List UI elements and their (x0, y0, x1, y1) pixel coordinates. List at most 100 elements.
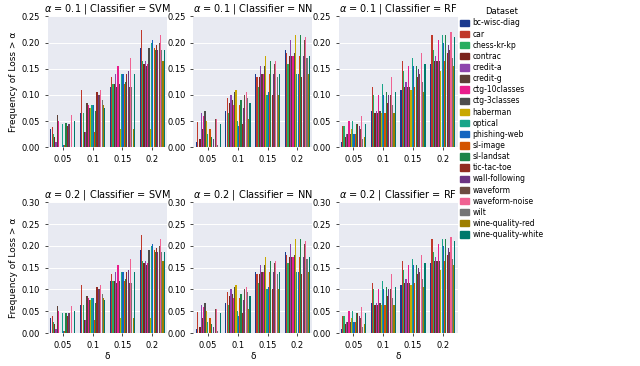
Bar (160, 239, 161, 333)
Bar (382, 85, 383, 147)
Bar (259, 76, 260, 147)
Bar (262, 74, 264, 147)
Bar (161, 51, 163, 147)
Bar (348, 121, 349, 147)
Bar (80, 113, 81, 147)
Bar (130, 58, 131, 147)
Bar (443, 42, 444, 147)
Bar (97, 92, 98, 147)
Bar (265, 257, 266, 333)
Bar (392, 298, 393, 333)
Bar (344, 137, 346, 147)
Bar (104, 300, 105, 333)
X-axis label: δ: δ (396, 352, 401, 362)
Bar (55, 329, 56, 333)
Bar (371, 303, 372, 333)
Bar (443, 246, 444, 333)
Bar (74, 311, 76, 333)
Bar (440, 270, 442, 333)
Bar (298, 74, 299, 147)
X-axis label: δ: δ (250, 352, 255, 362)
Bar (364, 324, 365, 333)
Bar (100, 90, 102, 147)
Bar (303, 56, 304, 147)
Bar (386, 92, 387, 147)
Bar (148, 48, 150, 147)
Bar (126, 272, 127, 333)
Bar (227, 292, 228, 333)
Bar (434, 61, 435, 147)
Bar (238, 315, 239, 333)
Bar (81, 90, 83, 147)
Bar (364, 137, 365, 147)
Bar (347, 322, 348, 333)
Bar (413, 265, 414, 333)
Bar (118, 281, 120, 333)
Bar (232, 294, 233, 333)
Bar (385, 113, 386, 147)
Bar (68, 313, 69, 333)
Bar (98, 95, 99, 147)
Bar (439, 261, 440, 333)
Bar (365, 313, 366, 333)
Bar (154, 250, 155, 333)
Bar (444, 61, 445, 147)
Bar (434, 261, 435, 333)
Bar (381, 305, 382, 333)
Bar (54, 137, 55, 147)
Bar (417, 76, 418, 147)
Bar (217, 331, 218, 333)
Bar (74, 121, 76, 147)
Bar (269, 272, 270, 333)
Bar (376, 111, 377, 147)
Bar (117, 265, 118, 333)
Bar (377, 113, 378, 147)
Bar (298, 272, 299, 333)
Bar (388, 290, 390, 333)
Bar (422, 82, 423, 147)
Bar (386, 287, 387, 333)
Bar (289, 56, 290, 147)
Bar (402, 61, 403, 147)
Bar (395, 287, 396, 333)
Bar (214, 309, 216, 333)
Bar (65, 123, 67, 147)
Bar (285, 51, 286, 147)
Bar (70, 306, 72, 333)
Bar (353, 134, 355, 147)
Bar (342, 126, 343, 147)
Bar (438, 244, 439, 333)
Bar (134, 74, 135, 147)
Bar (258, 87, 259, 147)
Bar (344, 324, 346, 333)
Bar (116, 87, 117, 147)
Bar (216, 309, 217, 333)
Bar (442, 35, 443, 147)
Bar (67, 315, 68, 333)
Bar (95, 303, 97, 333)
Bar (142, 61, 143, 147)
Bar (433, 51, 434, 147)
Bar (54, 324, 55, 333)
Bar (246, 287, 247, 333)
Bar (95, 111, 97, 147)
Bar (360, 318, 361, 333)
Bar (343, 315, 344, 333)
Bar (247, 292, 248, 333)
Bar (264, 66, 265, 147)
Bar (266, 290, 268, 333)
Bar (90, 300, 92, 333)
Bar (412, 259, 413, 333)
Bar (378, 95, 380, 147)
Bar (199, 139, 200, 147)
Bar (247, 98, 248, 147)
Bar (255, 272, 256, 333)
Bar (403, 71, 404, 147)
Bar (143, 64, 145, 147)
Bar (447, 255, 448, 333)
Bar (365, 124, 366, 147)
Bar (220, 313, 221, 333)
Bar (65, 313, 67, 333)
Bar (358, 315, 360, 333)
Bar (413, 66, 414, 147)
